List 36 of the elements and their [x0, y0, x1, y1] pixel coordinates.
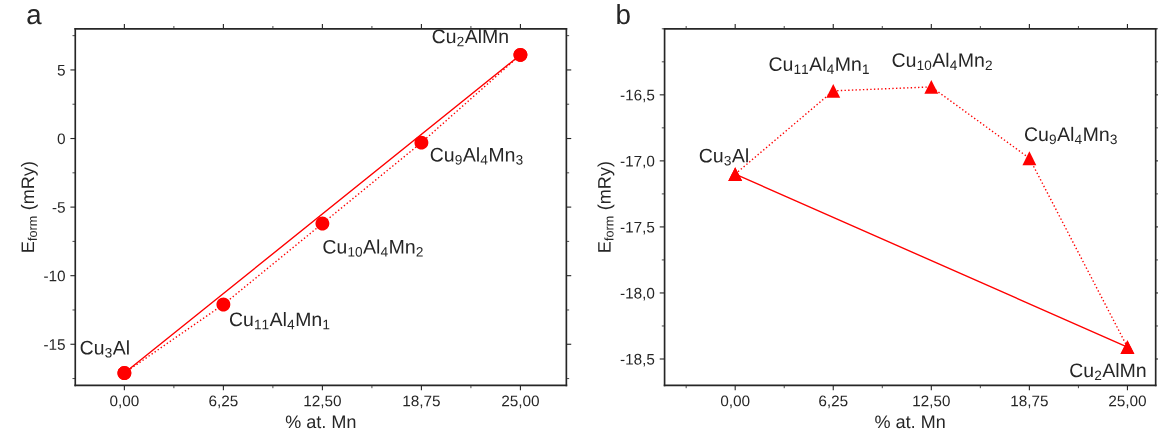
annotation: Cu$_{3}$Al: [699, 148, 748, 166]
chart-title: b: [617, 3, 630, 25]
annotation: Cu$_{2}$AlMn: [432, 29, 508, 47]
y-axis-title: E$_{form}$ (mRy): [20, 162, 38, 252]
x-axis-title: % at. Mn: [285, 415, 356, 429]
y-axis-title: E$_{form}$ (mRy): [597, 162, 615, 252]
x-tick-label: 12,50: [304, 395, 341, 409]
x-tick-label: 25,00: [1109, 395, 1146, 409]
x-tick-label: 25,00: [502, 395, 539, 409]
y-tick-label: 0: [57, 133, 65, 145]
annotation: Cu$_{3}$Al: [80, 340, 129, 358]
x-axis-title: % at. Mn: [875, 415, 945, 429]
y-tick-label: -17,5: [620, 221, 655, 235]
annotation: Cu$_{10}$Al$_{4}$Mn$_{2}$: [892, 52, 992, 71]
x-tick-label: 6,25: [209, 395, 238, 409]
annotation: Cu$_{2}$AlMn: [1070, 362, 1146, 381]
y-tick-label: -16,5: [620, 89, 655, 103]
x-tick-label: 0,00: [720, 395, 750, 409]
y-tick-label: -5: [52, 202, 65, 213]
x-tick-label: 0,00: [110, 395, 139, 409]
y-tick-label: -18,5: [620, 353, 655, 367]
y-tick-label: -18,0: [620, 287, 655, 301]
annotation: Cu$_{9}$Al$_{4}$Mn$_{3}$: [1024, 126, 1117, 145]
annotation: Cu$_{10}$Al$_{4}$Mn$_{2}$: [323, 239, 423, 257]
x-tick-label: 18,75: [403, 395, 440, 409]
annotation: Cu$_{11}$Al$_{4}$Mn$_{1}$: [769, 56, 869, 74]
y-tick-label: -10: [44, 270, 65, 282]
y-tick-label: -17,0: [620, 155, 655, 169]
x-tick-label: 18,75: [1011, 395, 1048, 409]
annotation: Cu$_{11}$Al$_{4}$Mn$_{1}$: [229, 311, 330, 330]
annotation: Cu$_{9}$Al$_{4}$Mn$_{3}$: [430, 147, 523, 165]
y-tick-label: -15: [44, 339, 65, 350]
x-tick-label: 12,50: [913, 395, 950, 409]
y-tick-label: 5: [57, 64, 65, 76]
chart-title: a: [27, 9, 42, 25]
x-tick-label: 6,25: [819, 395, 848, 409]
